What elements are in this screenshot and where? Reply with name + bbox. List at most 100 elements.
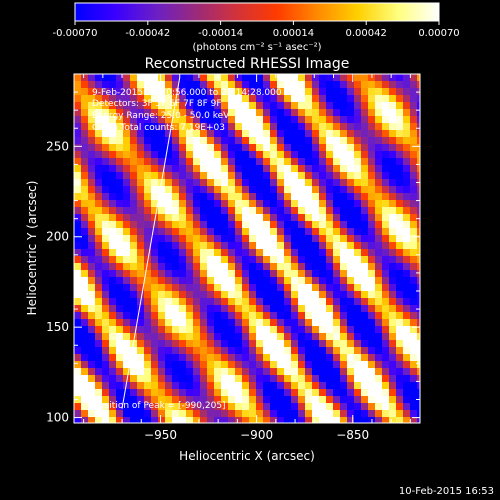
heatmap-cell — [186, 242, 194, 250]
heatmap-cell — [319, 340, 327, 348]
heatmap-cell — [172, 158, 180, 166]
heatmap-cell — [326, 228, 334, 236]
heatmap-cell — [109, 137, 117, 145]
heatmap-cell — [354, 256, 362, 264]
heatmap-cell — [158, 361, 166, 369]
heatmap-cell — [347, 151, 355, 159]
heatmap-cell — [165, 179, 173, 187]
heatmap-cell — [340, 417, 348, 423]
heatmap-cell — [263, 130, 271, 138]
heatmap-cell — [137, 88, 145, 96]
heatmap-cell — [291, 368, 299, 376]
heatmap-cell — [200, 186, 208, 194]
heatmap-cell — [396, 319, 404, 327]
heatmap-cell — [200, 242, 208, 250]
heatmap-cell — [116, 102, 124, 110]
heatmap-cell — [130, 207, 138, 215]
heatmap-cell — [382, 375, 390, 383]
heatmap-cell — [165, 228, 173, 236]
heatmap-cell — [277, 382, 285, 390]
heatmap-cell — [305, 207, 313, 215]
heatmap-cell — [270, 74, 278, 82]
heatmap-cell — [235, 277, 243, 285]
heatmap-cell — [375, 186, 383, 194]
heatmap-cell — [312, 319, 320, 327]
heatmap-cell — [186, 249, 194, 257]
heatmap-cell — [165, 95, 173, 103]
heatmap-cell — [396, 116, 404, 124]
heatmap-cell — [256, 88, 264, 96]
heatmap-cell — [375, 291, 383, 299]
heatmap-cell — [368, 242, 376, 250]
heatmap-cell — [165, 340, 173, 348]
heatmap-cell — [326, 417, 334, 423]
heatmap-cell — [256, 368, 264, 376]
heatmap-cell — [116, 354, 124, 362]
heatmap-cell — [165, 116, 173, 124]
heatmap-cell — [340, 179, 348, 187]
heatmap-cell — [333, 144, 341, 152]
heatmap-cell — [144, 417, 152, 423]
heatmap-cell — [382, 172, 390, 180]
heatmap-cell — [375, 193, 383, 201]
heatmap-cell — [95, 144, 103, 152]
heatmap-cell — [333, 88, 341, 96]
heatmap-cell — [298, 179, 306, 187]
heatmap-cell — [256, 235, 264, 243]
heatmap-cell — [263, 403, 271, 411]
heatmap-cell — [74, 235, 82, 243]
heatmap-cell — [347, 284, 355, 292]
heatmap-cell — [354, 151, 362, 159]
heatmap-cell — [333, 354, 341, 362]
heatmap-cell — [361, 214, 369, 222]
heatmap-cell — [221, 116, 229, 124]
heatmap-cell — [312, 186, 320, 194]
x-tick-label: −950 — [144, 428, 177, 442]
heatmap-cell — [333, 396, 341, 404]
heatmap-cell — [249, 256, 257, 264]
heatmap-cell — [256, 109, 264, 117]
heatmap-cell — [375, 95, 383, 103]
heatmap-cell — [312, 403, 320, 411]
heatmap-cell — [151, 81, 159, 89]
heatmap-cell — [242, 81, 250, 89]
heatmap-cell — [277, 137, 285, 145]
heatmap-cell — [179, 396, 187, 404]
heatmap-cell — [312, 270, 320, 278]
heatmap-cell — [256, 340, 264, 348]
heatmap-cell — [172, 284, 180, 292]
heatmap-cell — [228, 186, 236, 194]
heatmap-cell — [158, 81, 166, 89]
heatmap-cell — [277, 221, 285, 229]
heatmap-cell — [389, 137, 397, 145]
heatmap-cell — [410, 144, 418, 152]
heatmap-cell — [130, 158, 138, 166]
heatmap-cell — [207, 417, 215, 423]
heatmap-cell — [263, 354, 271, 362]
heatmap-cell — [200, 319, 208, 327]
heatmap-cell — [144, 165, 152, 173]
heatmap-cell — [207, 137, 215, 145]
heatmap-cell — [116, 242, 124, 250]
heatmap-cell — [165, 193, 173, 201]
heatmap-cell — [123, 305, 131, 313]
heatmap-cell — [256, 242, 264, 250]
heatmap-cell — [207, 340, 215, 348]
heatmap-cell — [221, 179, 229, 187]
heatmap-cell — [235, 368, 243, 376]
heatmap-cell — [368, 137, 376, 145]
heatmap-cell — [214, 228, 222, 236]
heatmap-cell — [382, 200, 390, 208]
heatmap-cell — [284, 340, 292, 348]
heatmap-cell — [221, 74, 229, 82]
heatmap-cell — [186, 193, 194, 201]
heatmap-cell — [214, 116, 222, 124]
heatmap-cell — [417, 193, 420, 201]
heatmap-cell — [116, 193, 124, 201]
heatmap-cell — [270, 102, 278, 110]
heatmap-cell — [179, 368, 187, 376]
heatmap-cell — [144, 151, 152, 159]
heatmap-cell — [368, 263, 376, 271]
heatmap-cell — [144, 193, 152, 201]
heatmap-cell — [214, 144, 222, 152]
